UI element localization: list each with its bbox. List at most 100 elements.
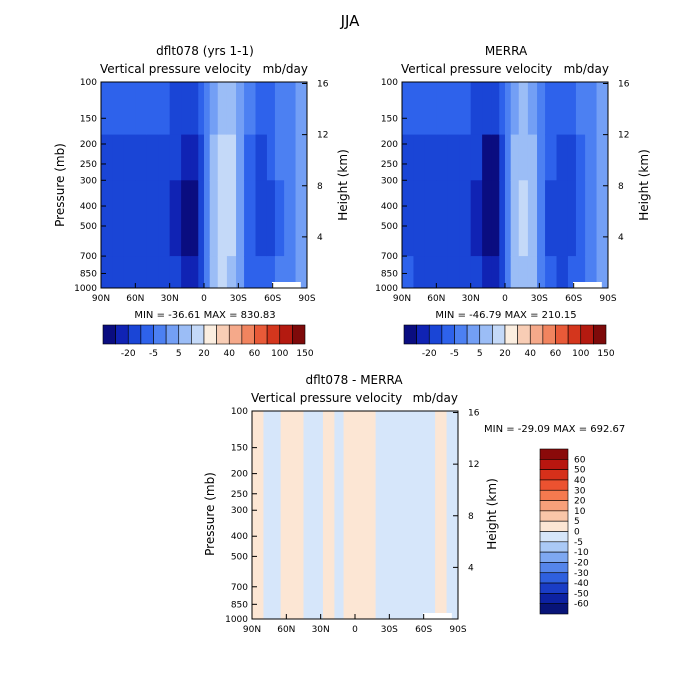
contour-band [266, 82, 276, 136]
contour-band [314, 464, 324, 511]
contour-band [470, 256, 483, 288]
contour-band [393, 510, 406, 588]
contour-band [274, 180, 285, 257]
x-tick-label: 60N [126, 294, 144, 304]
y-tick-label: 850 [381, 269, 398, 279]
contour-band [255, 134, 268, 181]
contour-band [252, 510, 265, 588]
contour-band [252, 464, 265, 511]
contour-band [567, 134, 577, 181]
colorbar-swatch [539, 562, 569, 574]
panel-merra: MERRA Vertical pressure velocity mb/day … [375, 44, 651, 359]
x-tick-label: 90N [243, 625, 261, 635]
panel-difference: dflt078 - MERRA Vertical pressure veloci… [203, 373, 625, 635]
colorbar-swatch [416, 324, 430, 345]
contour-band [435, 510, 448, 588]
contour-band [545, 180, 558, 257]
contour-band [585, 134, 598, 181]
contour-band [545, 134, 558, 181]
contour-band [351, 510, 360, 588]
y-right-tick-label: 8 [468, 512, 474, 522]
colorbar-swatch [517, 324, 531, 345]
contour-band [585, 256, 598, 288]
colorbar-label: -40 [574, 579, 589, 589]
contour-band [272, 411, 282, 465]
contour-band [284, 180, 297, 257]
y-tick-label: 400 [381, 202, 398, 212]
contour-band [280, 464, 293, 511]
colorbar-swatch [539, 520, 569, 532]
contour-band [505, 256, 512, 288]
y-tick-label: 100 [231, 407, 248, 417]
y-axis-right-label: Height (km) [336, 149, 350, 220]
contour-band [263, 586, 274, 619]
contour-band [413, 82, 426, 136]
colorbar-label: 40 [574, 476, 586, 486]
contour-band [447, 180, 460, 257]
colorbar-label: 20 [574, 497, 586, 507]
colorbar-swatch [539, 510, 569, 522]
contour-band [236, 256, 245, 288]
contour-band [491, 256, 500, 288]
y-tick-label: 250 [231, 490, 248, 500]
contour-band [158, 134, 171, 181]
contour-band [585, 180, 598, 257]
contour-band [236, 134, 245, 181]
contour-band [446, 510, 458, 588]
contour-band [190, 256, 199, 288]
contour-band [295, 180, 307, 257]
contour-field [402, 82, 608, 288]
contour-band [447, 82, 460, 136]
y-right-tick-label: 4 [317, 233, 323, 243]
contour-band [393, 464, 406, 511]
contour-band [303, 411, 316, 465]
contour-band [244, 180, 257, 257]
contour-band [537, 82, 546, 136]
contour-band [435, 411, 448, 465]
contour-band [459, 256, 472, 288]
colorbar-label: -20 [422, 349, 437, 359]
contour-band [322, 411, 335, 465]
contour-band [436, 82, 449, 136]
contour-band [295, 82, 307, 136]
contour-band [366, 586, 377, 619]
y-tick-label: 700 [80, 252, 97, 262]
contour-band [510, 134, 520, 181]
contour-band [424, 256, 437, 288]
contour-band [545, 256, 558, 288]
colorbar-swatch [203, 324, 217, 345]
contour-band [123, 256, 136, 288]
contour-band [226, 82, 237, 136]
contour-band [375, 586, 386, 619]
contour-band [101, 134, 114, 181]
contour-band [375, 510, 386, 588]
contour-band [322, 510, 335, 588]
colorbar-swatch [228, 324, 243, 345]
contour-band [384, 411, 395, 465]
contour-band [537, 256, 546, 288]
contour-band [518, 134, 529, 181]
contour-band [255, 82, 268, 136]
contour-band [263, 464, 274, 511]
y-right-tick-label: 16 [317, 80, 329, 90]
y-axis-label: Pressure (mb) [53, 143, 67, 227]
contour-band [424, 134, 437, 181]
contour-band [190, 82, 199, 136]
contour-band [545, 82, 558, 136]
contour-band [169, 256, 182, 288]
colorbar-swatch [454, 324, 468, 345]
colorbar-swatch [492, 324, 506, 345]
contour-band [112, 180, 125, 257]
contour-band [266, 180, 276, 257]
contour-band [209, 256, 219, 288]
y-tick-label: 400 [231, 532, 248, 542]
contour-band [402, 134, 415, 181]
contour-band [366, 411, 377, 465]
contour-band [314, 411, 324, 465]
contour-band [527, 134, 538, 181]
contour-band [272, 464, 282, 511]
contour-band [499, 180, 506, 257]
colorbar-label: -20 [121, 349, 136, 359]
y-tick-label: 300 [80, 176, 97, 186]
contour-band [295, 256, 307, 288]
